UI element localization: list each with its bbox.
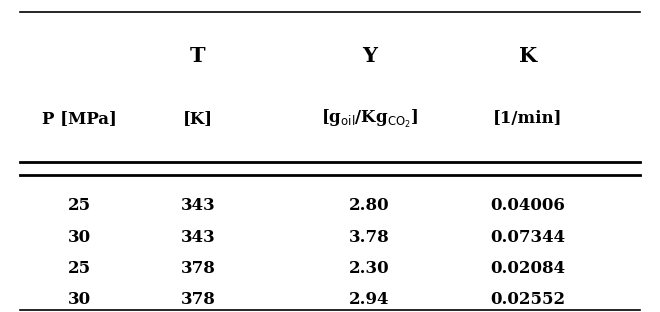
Text: 3.78: 3.78 [349, 229, 390, 246]
Text: K: K [519, 46, 537, 66]
Text: 2.80: 2.80 [349, 197, 390, 214]
Text: 2.94: 2.94 [349, 291, 390, 308]
Text: 343: 343 [181, 197, 215, 214]
Text: 0.02552: 0.02552 [490, 291, 566, 308]
Text: T: T [190, 46, 206, 66]
Text: 25: 25 [67, 260, 91, 277]
Text: 0.04006: 0.04006 [490, 197, 566, 214]
Text: [g$_{\rm oil}$/Kg$_{\rm CO_2}$]: [g$_{\rm oil}$/Kg$_{\rm CO_2}$] [321, 108, 418, 129]
Text: P [MPa]: P [MPa] [42, 110, 117, 127]
Text: 30: 30 [67, 229, 91, 246]
Text: 25: 25 [67, 197, 91, 214]
Text: 2.30: 2.30 [349, 260, 390, 277]
Text: 378: 378 [181, 291, 215, 308]
Text: 0.07344: 0.07344 [490, 229, 566, 246]
Text: [K]: [K] [183, 110, 213, 127]
Text: 378: 378 [181, 260, 215, 277]
Text: 0.02084: 0.02084 [490, 260, 566, 277]
Text: 30: 30 [67, 291, 91, 308]
Text: [1/min]: [1/min] [493, 110, 563, 127]
Text: Y: Y [362, 46, 377, 66]
Text: 343: 343 [181, 229, 215, 246]
